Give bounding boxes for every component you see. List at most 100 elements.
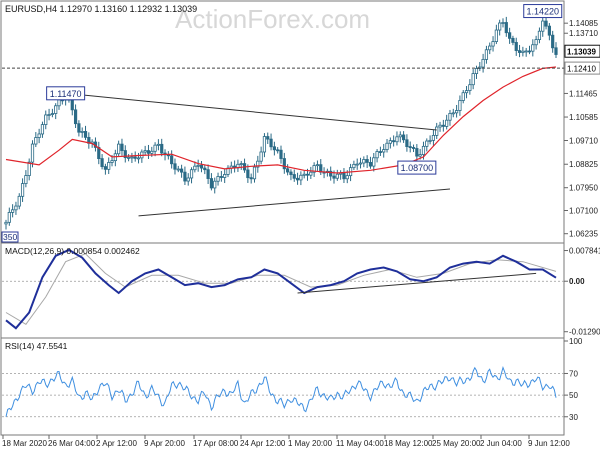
- candle-body: [504, 22, 508, 34]
- candle-body: [269, 138, 273, 148]
- candle-body: [527, 50, 532, 53]
- rsi-axis-label: 70: [569, 369, 578, 378]
- price-axis-label: 1.10585: [569, 113, 598, 122]
- candle-body: [44, 114, 48, 125]
- candle-body: [4, 221, 8, 225]
- candle-body: [54, 105, 58, 114]
- candle-body: [435, 126, 439, 136]
- candle-body: [47, 114, 51, 116]
- candle-body: [464, 90, 469, 94]
- rsi-axis-label: 50: [569, 391, 578, 400]
- candle-body: [385, 142, 389, 150]
- rsi-title: RSI(14) 47.5541: [5, 341, 68, 351]
- candle-body: [415, 148, 419, 157]
- candle-body: [11, 209, 15, 213]
- candle-body: [342, 172, 346, 180]
- candle-body: [388, 140, 392, 144]
- candle-body: [488, 45, 492, 51]
- candle-body: [73, 109, 78, 125]
- candle-body: [309, 171, 313, 176]
- candle-body: [421, 145, 426, 155]
- candle-body: [17, 195, 21, 207]
- candle-body: [498, 22, 502, 31]
- candle-body: [551, 34, 555, 49]
- candle-body: [352, 163, 356, 169]
- candle-body: [501, 22, 505, 24]
- time-axis-label: 17 Apr 08:00: [193, 439, 239, 448]
- candle-body: [332, 175, 336, 179]
- candle-body: [355, 163, 359, 166]
- time-axis-label: 26 Mar 04:00: [48, 439, 96, 448]
- candle-body: [405, 139, 409, 147]
- candle-body: [305, 173, 310, 176]
- time-axis-label: 11 May 04:00: [336, 439, 384, 448]
- candle-body: [295, 177, 300, 181]
- candle-body: [219, 176, 223, 178]
- candle-body: [176, 168, 180, 171]
- candle-body: [193, 165, 197, 171]
- candle-body: [372, 157, 376, 167]
- time-axis-label: 18 Mar 2020: [2, 439, 47, 448]
- candle-body: [508, 32, 512, 39]
- candle-body: [438, 124, 442, 128]
- candle-body: [156, 143, 161, 146]
- candle-body: [455, 110, 459, 114]
- candle-body: [239, 163, 243, 165]
- macd-axis-label: 0.00: [569, 277, 585, 286]
- price-axis-label: 1.13710: [569, 29, 598, 38]
- candle-body: [531, 44, 535, 52]
- price-axis-label: 1.06235: [569, 230, 598, 239]
- rsi-panel: [2, 366, 564, 418]
- price-axis-label: 1.08825: [569, 160, 598, 169]
- candle-body: [249, 177, 253, 180]
- candle-body: [126, 156, 131, 159]
- candle-body: [448, 113, 452, 121]
- candle-body: [471, 73, 475, 86]
- level-text: 1.12410: [567, 65, 596, 74]
- candle-body: [431, 134, 436, 141]
- partial-label-box: [1, 231, 19, 243]
- trendline: [138, 188, 451, 217]
- candle-body: [146, 150, 151, 154]
- candle-body: [461, 92, 465, 101]
- price-panel: 1.11470 1.14220 1.08700 350: [1, 4, 564, 243]
- level-box: [564, 61, 600, 75]
- macd-panel: [2, 248, 564, 330]
- candle-body: [365, 159, 369, 163]
- candle-body: [20, 183, 25, 197]
- candle-body: [83, 131, 88, 138]
- candle-body: [252, 166, 257, 180]
- candle-body: [7, 212, 11, 223]
- trendline: [65, 92, 437, 131]
- candle-body: [494, 29, 498, 42]
- macd-axis-label: 0.007841: [569, 247, 600, 256]
- candle-body: [468, 84, 472, 92]
- candle-body: [315, 164, 320, 167]
- candle-body: [378, 151, 382, 153]
- candle-body: [130, 156, 134, 159]
- candle-body: [401, 134, 406, 141]
- candle-body: [153, 144, 157, 152]
- candle-body: [209, 178, 214, 189]
- candle-body: [160, 143, 164, 154]
- rsi-axis-label: 30: [569, 413, 578, 422]
- candle-body: [37, 133, 41, 138]
- candle-body: [57, 99, 61, 107]
- candle-body: [100, 158, 104, 167]
- candle-body: [133, 156, 137, 159]
- candle-body: [425, 140, 429, 147]
- rsi-panel-frame: [0, 337, 565, 436]
- candle-body: [392, 140, 396, 143]
- candle-body: [189, 169, 194, 179]
- candle-body: [180, 168, 184, 173]
- candle-body: [514, 42, 518, 51]
- macd-axis-label: -0.012906: [569, 328, 600, 337]
- price-label-text: 1.08700: [401, 163, 434, 173]
- candle-body: [511, 37, 515, 43]
- candle-body: [136, 157, 141, 160]
- price-axis-label: 1.09710: [569, 137, 598, 146]
- candle-body: [262, 136, 267, 153]
- candle-body: [27, 161, 31, 176]
- macd-title: MACD(12,26,9) 0.000854 0.002462: [5, 246, 140, 256]
